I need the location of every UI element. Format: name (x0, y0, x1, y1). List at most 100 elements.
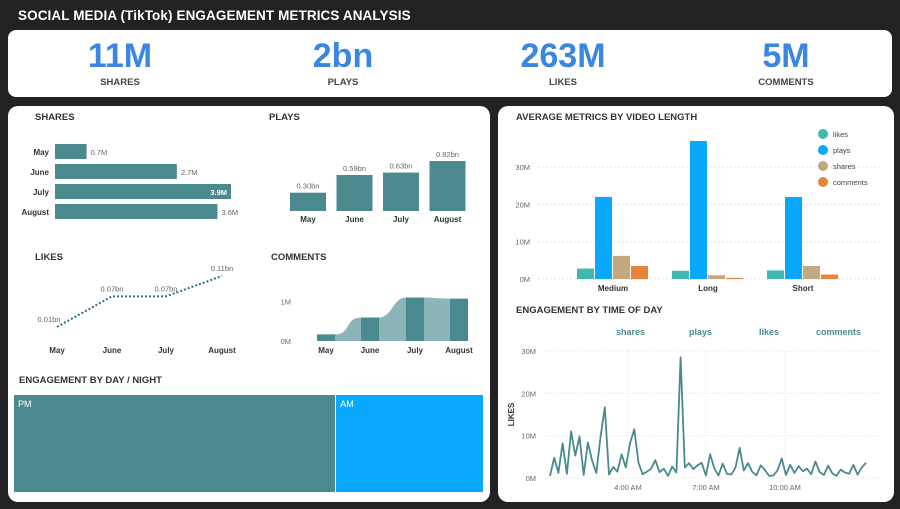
tod-ytick-label: 20M (521, 389, 536, 398)
vlen-category-label: Long (698, 284, 718, 293)
comments-ytick-label: 0M (281, 337, 291, 346)
tod-legend-plays[interactable]: plays (689, 327, 713, 337)
kpi-shares-value: 11M (87, 37, 153, 75)
shares-data-label: 3.9M (210, 188, 227, 197)
shares-bar (55, 204, 218, 219)
tod-ytick-label: 10M (521, 432, 536, 441)
plays-data-label: 0.63bn (390, 162, 413, 171)
likes-data-label: 0.11bn (211, 264, 233, 273)
kpi-likes-value: 263M (520, 37, 606, 75)
vlen-bar-likes (577, 268, 594, 279)
tod-legend-comments[interactable]: comments (816, 327, 862, 337)
treemap-cell-pm[interactable]: PM (14, 395, 336, 492)
kpi-shares[interactable]: 11M SHARES (20, 36, 220, 88)
shares-bar-chart[interactable]: May 0.7M June 2.7M July 3.9M August 3.6M (8, 106, 258, 236)
vlen-bar-shares (708, 275, 725, 279)
plays-bar (290, 192, 326, 211)
vlen-category-label: Medium (598, 284, 628, 293)
day-night-treemap[interactable]: PM AM (14, 395, 483, 492)
legend-plays-dot (818, 145, 828, 155)
legend-plays[interactable]: plays (818, 145, 851, 155)
legend-shares[interactable]: shares (818, 161, 856, 171)
treemap-cell-label: PM (18, 399, 32, 409)
kpi-comments[interactable]: 5M COMMENTS (686, 36, 886, 88)
legend-shares-dot (818, 161, 828, 171)
comments-area-chart[interactable]: 0M 1M May June July August (248, 246, 488, 361)
kpi-plays-label: PLAYS (327, 77, 359, 88)
plays-bar (383, 172, 419, 211)
left-panel: SHARES May 0.7M June 2.7M July 3.9M August 3.6M… (8, 106, 490, 502)
kpi-likes[interactable]: 263M LIKES (463, 36, 663, 88)
right-panel: AVERAGE METRICS BY VIDEO LENGTH 0M 10M 20M… (498, 106, 894, 502)
comments-category-label: June (361, 346, 380, 355)
vlen-bar-comments (821, 274, 838, 279)
likes-category-label: May (49, 346, 65, 355)
shares-data-label: 2.7M (181, 168, 198, 177)
vlen-bar-plays (595, 196, 612, 279)
comments-bar (361, 317, 379, 341)
legend-likes-label: likes (833, 129, 849, 139)
plays-category-label: June (345, 215, 364, 224)
kpi-bar: 11M SHARES 2bn PLAYS 263M LIKES 5M COMME… (8, 30, 892, 97)
legend-likes[interactable]: likes (818, 129, 848, 139)
tod-legend-likes[interactable]: likes (759, 327, 780, 337)
tod-ytick-label: 0M (526, 474, 536, 483)
vlen-ytick-label: 0M (520, 275, 530, 284)
kpi-likes-label: LIKES (549, 77, 577, 88)
vlen-category-label: Short (793, 284, 814, 293)
kpi-plays-value: 2bn (312, 37, 374, 75)
legend-plays-label: plays (833, 145, 851, 155)
tod-xtick-label: 10:00 AM (769, 483, 801, 492)
video-length-chart[interactable]: 0M 10M 20M 30M Medium Long Short (498, 106, 894, 301)
time-of-day-line-chart[interactable]: 0M 10M 20M 30M 4:00 AM 7:00 AM 10:00 AM LIKES (498, 336, 894, 496)
shares-bar (55, 164, 177, 179)
legend-comments-label: comments (833, 177, 868, 187)
tod-likes-line (549, 356, 867, 477)
legend-likes-dot (818, 129, 828, 139)
shares-chart-title: SHARES (35, 112, 75, 123)
likes-data-label: 0.07bn (101, 284, 124, 293)
dashboard-title: SOCIAL MEDIA (TikTok) ENGAGEMENT METRICS… (18, 8, 411, 23)
vlen-ytick-label: 30M (515, 163, 530, 172)
vlen-bar-plays (690, 141, 707, 279)
kpi-plays[interactable]: 2bn PLAYS (243, 36, 443, 88)
vlen-ytick-label: 20M (515, 200, 530, 209)
time-of-day-title: ENGAGEMENT BY TIME OF DAY (516, 305, 663, 316)
treemap-cell-label: AM (340, 399, 354, 409)
vlen-bar-shares (613, 255, 630, 279)
legend-comments[interactable]: comments (818, 177, 868, 187)
shares-category-label: August (21, 208, 49, 217)
plays-data-label: 0.59bn (343, 164, 366, 173)
tod-legend-shares[interactable]: shares (616, 327, 646, 337)
shares-bar (55, 144, 87, 159)
likes-category-label: July (158, 346, 175, 355)
comments-bar (317, 334, 335, 341)
likes-data-label: 0.01bn (38, 315, 61, 324)
plays-bar-chart[interactable]: 0.30bn May 0.59bn June 0.63bn July 0.82bn Augus… (248, 106, 488, 236)
plays-category-label: July (393, 215, 410, 224)
likes-data-label: 0.07bn (155, 284, 178, 293)
kpi-comments-value: 5M (762, 37, 810, 75)
shares-category-label: June (30, 168, 49, 177)
legend-comments-dot (818, 177, 828, 187)
comments-category-label: August (445, 346, 473, 355)
video-length-title: AVERAGE METRICS BY VIDEO LENGTH (516, 112, 698, 123)
shares-data-label: 3.6M (221, 208, 238, 217)
likes-line-chart[interactable]: 0.01bn May 0.07bn June 0.07bn July 0.11bn Augus… (8, 246, 258, 361)
shares-data-label: 0.7M (91, 148, 108, 157)
tod-xtick-label: 7:00 AM (692, 483, 720, 492)
tod-ylabel: LIKES (507, 402, 516, 426)
day-night-title: ENGAGEMENT BY DAY / NIGHT (19, 375, 162, 386)
plays-data-label: 0.82bn (436, 150, 459, 159)
legend-shares-label: shares (833, 161, 856, 171)
shares-category-label: May (33, 148, 49, 157)
vlen-ytick-label: 10M (515, 238, 530, 247)
treemap-cell-am[interactable]: AM (336, 395, 483, 492)
plays-category-label: May (300, 215, 316, 224)
comments-ytick-label: 1M (281, 298, 291, 307)
vlen-bar-comments (631, 265, 648, 279)
shares-category-label: July (33, 188, 50, 197)
vlen-bar-likes (767, 270, 784, 279)
comments-area (317, 297, 467, 341)
tod-xtick-label: 4:00 AM (614, 483, 642, 492)
